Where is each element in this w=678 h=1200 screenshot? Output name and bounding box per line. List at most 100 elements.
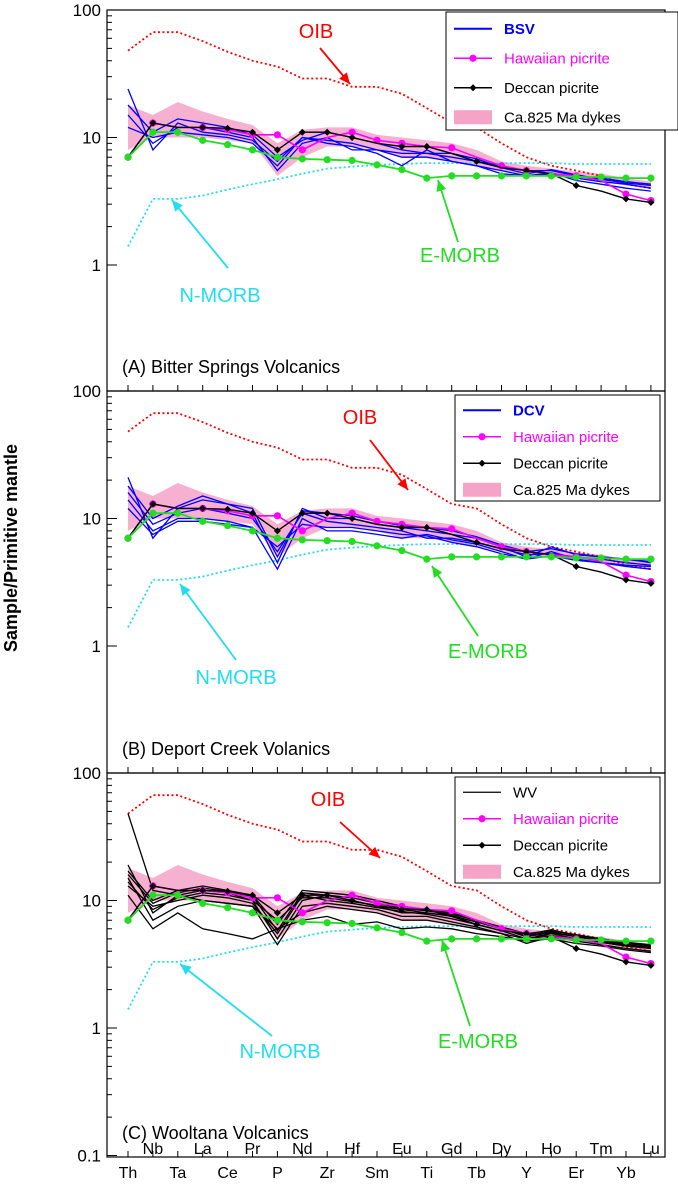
deccan-picrite-line [127,503,651,585]
annotation-n-morb: N-MORB [171,199,261,307]
e-morb-point [473,172,481,180]
annotation-n-morb: N-MORB [179,963,321,1063]
e-morb-point [174,509,182,517]
y-tick-label: 100 [73,764,101,783]
annotation-arrow-shaft [441,939,471,1027]
annotation-arrowhead [339,72,350,84]
x-tick-label: Y [521,1165,532,1182]
deccan-picrite-point [273,909,281,917]
hawaiian-picrite-point [448,525,456,533]
e-morb-point [448,172,456,180]
panel-title: (A) Bitter Springs Volcanics [122,357,340,377]
oib-line [127,31,652,190]
e-morb-point [398,547,406,555]
e-morb-point [448,553,456,561]
deccan-picrite-line [127,885,651,967]
x-tick-label: La [194,1141,212,1158]
annotation-arrowhead [180,964,192,975]
legend-label: Deccan picrite [513,455,608,472]
e-morb-point [597,173,605,181]
e-morb-point [298,918,306,926]
hawaiian-picrite-point [273,512,281,520]
y-tick-label: 10 [82,892,101,911]
e-morb-point [647,937,655,945]
y-tick-label: 1 [92,637,101,656]
hawaiian-picrite-point [273,894,281,902]
x-tick-label: Pr [245,1141,262,1158]
legend: BSV Hawaiian picrite Deccan picrite Ca.825 … [445,11,678,131]
deccan-picrite-point [273,146,281,154]
deccan-picrite-point [622,195,630,203]
sample-line [127,874,651,947]
annotation-arrow-shaft [179,963,273,1037]
deccan-picrite-point [622,958,630,966]
deccan-picrite-point [473,920,481,928]
y-tick-label: 1 [92,256,101,275]
y-axis-label: Sample/Primitive mantle [1,444,21,652]
deccan-picrite-point [622,576,630,584]
annotation-n-morb: N-MORB [179,583,277,689]
e-morb-point [174,891,182,899]
deccan-picrite-point [149,500,157,508]
x-tick-label: Hf [344,1141,361,1158]
hawaiian-picrite-point [622,190,630,198]
deccan-picrite-point [224,505,232,513]
hawaiian-picrite-point [622,571,630,579]
e-morb-point [423,174,431,182]
deccan-picrite-point [199,886,207,894]
e-morb-point [473,935,481,943]
e-morb-point [199,899,207,907]
legend-deccan-marker [478,841,486,849]
deccan-picrite-point [348,134,356,141]
legend-dyke-swatch [463,864,501,879]
annotation-arrowhead [397,478,408,490]
x-tick-label: Er [568,1165,585,1182]
annotation-arrowhead [440,940,451,953]
deccan-picrite-point [398,523,406,531]
deccan-picrite-point [348,515,356,522]
legend-hawaiian-marker [478,433,486,441]
e-morb-point [248,909,257,917]
deccan-picrite-point [522,930,530,938]
e-morb-point [572,554,580,562]
deccan-picrite-point [398,905,406,913]
hawaiian-picrite-point [348,128,356,136]
deccan-picrite-point [249,509,256,517]
deccan-picrite-point [249,891,256,899]
deccan-picrite-point [572,182,580,190]
e-morb-point [373,924,381,932]
panel-B: 1 10 100 OIB E-MORB N-MORB (B) Deport Creek Vo… [73,382,666,774]
e-morb-point [199,136,207,144]
hawaiian-picrite-point [373,136,381,144]
deccan-picrite-point [423,523,431,531]
legend-deccan-marker [478,459,486,467]
e-morb-point [547,553,555,561]
y-tick-label: 100 [73,382,101,401]
annotation-label: N-MORB [195,667,276,689]
deccan-picrite-point [323,509,331,517]
panel-A: 1 10 100 OIB E-MORB N-MORB (A) Bitter Springs … [73,1,678,392]
deccan-picrite-point [298,509,306,517]
x-tick-label: Lu [642,1141,660,1158]
e-morb-point [348,156,356,165]
deccan-picrite-point [423,142,431,150]
e-morb-point [448,935,456,943]
annotation-arrow-shaft [179,583,237,661]
deccan-picrite-point [572,945,580,953]
n-morb-line [127,162,651,247]
legend-deccan-marker [469,84,477,92]
legend: DCV Hawaiian picrite Deccan picrite Ca.825 … [454,394,661,502]
x-tick-label: Ta [169,1165,186,1182]
annotation-label: N-MORB [179,285,260,307]
sample-line [127,894,651,954]
deccan-picrite-point [473,538,481,546]
deccan-picrite-point [473,157,481,165]
e-morb-point [647,174,655,182]
legend-label: Ca.825 Ma dykes [513,864,630,881]
e-morb-point [199,517,207,525]
e-morb-point [224,903,232,912]
hawaiian-picrite-point [298,909,306,917]
plot-area [124,412,655,628]
legend-label: Hawaiian picrite [504,50,610,67]
